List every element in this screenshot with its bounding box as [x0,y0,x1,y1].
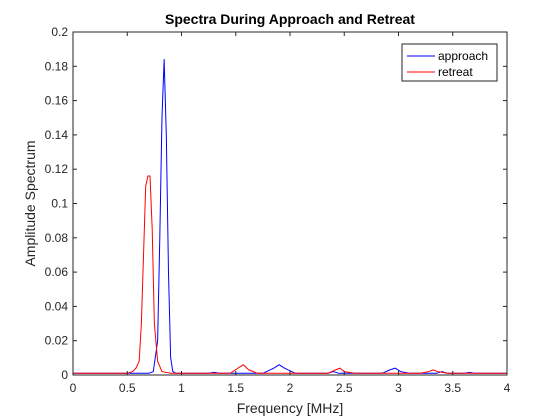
x-tick-label: 1.5 [227,381,244,395]
x-tick-label: 1 [178,381,185,395]
x-tick-label: 0 [70,381,77,395]
y-tick-label: 0.08 [45,231,69,245]
x-tick-label: 0.5 [119,381,136,395]
y-tick-label: 0.14 [45,128,69,142]
y-axis-label: Amplitude Spectrum [22,140,38,266]
y-tick-label: 0.2 [51,25,68,39]
series-line-retreat [73,175,507,374]
legend-label-approach: approach [438,49,488,63]
plot-area [73,32,507,375]
chart-title: Spectra During Approach and Retreat [165,11,415,27]
y-tick-label: 0 [61,368,68,382]
y-tick-label: 0.04 [45,299,69,313]
x-tick-label: 3 [395,381,402,395]
y-tick-label: 0.1 [51,197,68,211]
legend-box [401,43,498,82]
y-tick-label: 0.02 [45,334,69,348]
ticks-layer: 0 0.5 1 1.5 2 2.5 3 3.5 4 0 0.02 0.04 0.06 0.08 0.1 0.1… [45,25,511,395]
x-axis-label: Frequency [MHz] [237,400,344,416]
x-tick-label: 2 [287,381,294,395]
x-tick-label: 4 [504,381,511,395]
y-tick-label: 0.18 [45,59,69,73]
x-tick-label: 2.5 [336,381,353,395]
legend: approach retreat [401,43,498,82]
legend-label-retreat: retreat [438,65,473,79]
y-tick-label: 0.06 [45,265,69,279]
y-tick-label: 0.12 [45,162,69,176]
x-tick-label: 3.5 [444,381,461,395]
y-tick-label: 0.16 [45,94,69,108]
